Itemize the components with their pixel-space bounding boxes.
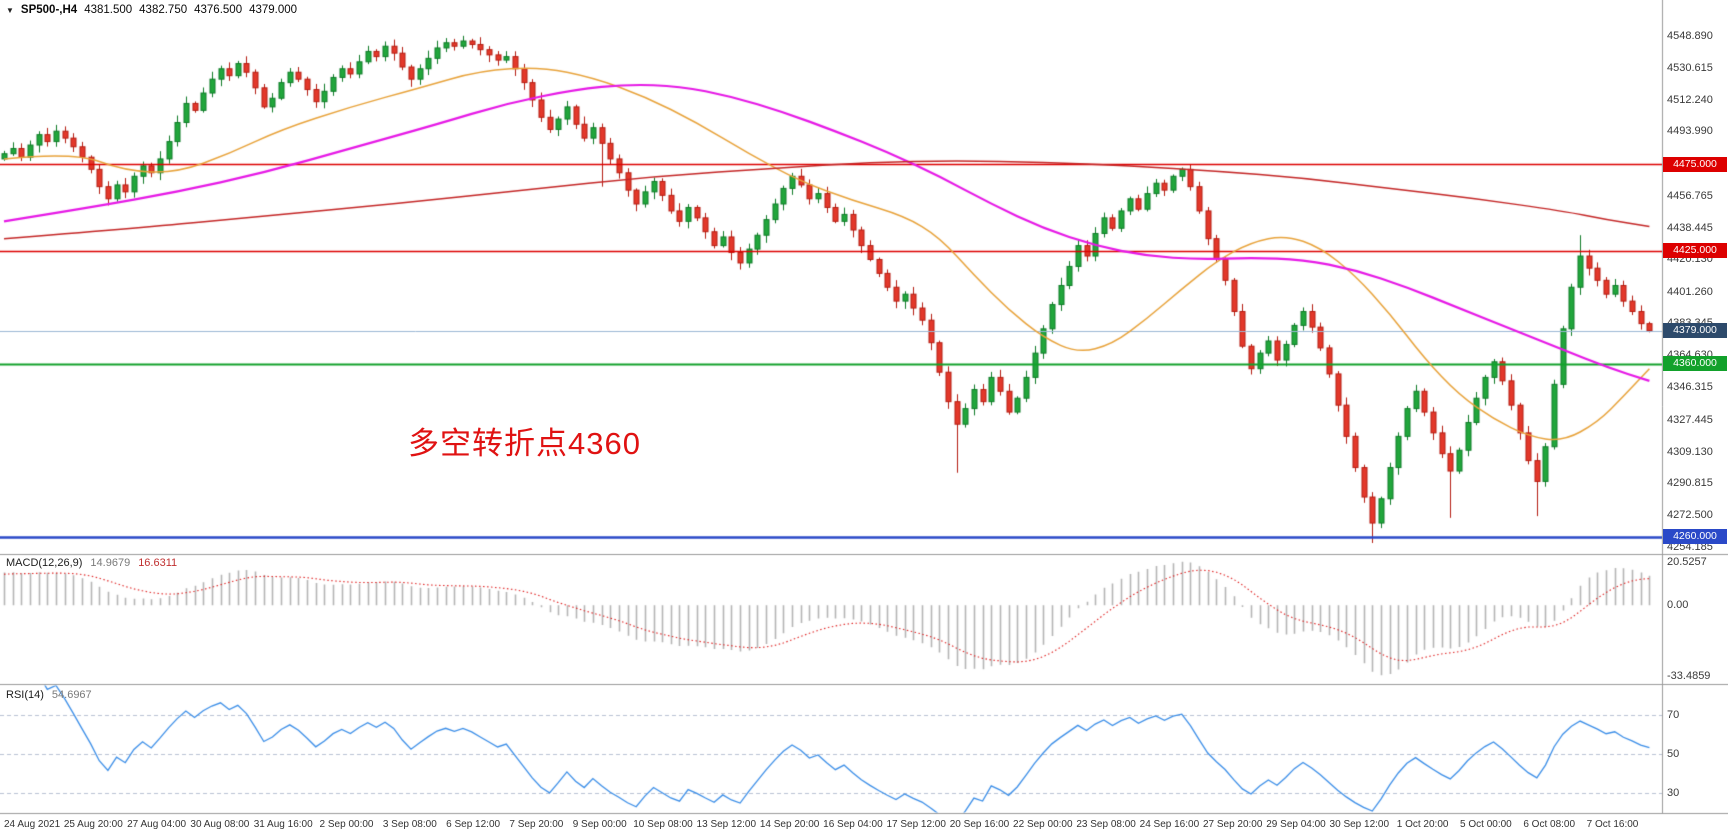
price-tick: 4309.130	[1667, 445, 1713, 458]
price-tick: 4272.500	[1667, 509, 1713, 522]
symbol-period-label: SP500-,H4	[20, 4, 78, 16]
rsi-value: 54.6967	[51, 689, 92, 701]
macd-tick: -33.4859	[1667, 669, 1711, 682]
price-tick: 4438.445	[1667, 221, 1713, 234]
time-label: 27 Sep 20:00	[1202, 819, 1263, 830]
price-tick: 4290.815	[1667, 477, 1713, 490]
macd-main-value: 14.9679	[90, 557, 131, 569]
time-label: 9 Sep 00:00	[572, 819, 627, 830]
macd-tick: 20.5257	[1667, 556, 1707, 569]
time-label: 24 Aug 2021	[4, 819, 61, 830]
time-label: 7 Sep 20:00	[509, 819, 564, 830]
chart-header: ▼ SP500-,H4 4381.500 4382.750 4376.500 4…	[6, 4, 297, 16]
time-label: 22 Sep 00:00	[1013, 819, 1073, 830]
collapse-icon[interactable]: ▼	[6, 5, 14, 15]
time-label: 30 Sep 12:00	[1329, 819, 1390, 830]
macd-tick: 0.00	[1667, 599, 1689, 612]
price-badge-4260: 4260.000	[1663, 529, 1727, 545]
price-badge-4475: 4475.000	[1663, 156, 1727, 172]
price-tick: 4512.240	[1667, 93, 1713, 106]
price-badge-4425: 4425.000	[1663, 243, 1727, 259]
time-label: 16 Sep 04:00	[823, 819, 883, 830]
macd-indicator-label: MACD(12,26,9) 14.9679 16.6311	[6, 557, 177, 569]
macd-name: MACD(12,26,9)	[6, 557, 83, 569]
time-label: 25 Aug 20:00	[63, 819, 123, 830]
time-label: 7 Oct 16:00	[1586, 819, 1639, 830]
rsi-name: RSI(14)	[6, 689, 44, 701]
price-badge-4360: 4360.000	[1663, 356, 1727, 372]
price-tick: 4327.445	[1667, 413, 1713, 426]
time-label: 1 Oct 20:00	[1396, 819, 1449, 830]
price-tick: 4548.890	[1667, 30, 1713, 42]
time-label: 3 Sep 08:00	[382, 819, 437, 830]
ohlc-close: 4379.000	[249, 4, 298, 16]
rsi-tick: 70	[1667, 709, 1680, 721]
time-label: 31 Aug 16:00	[253, 819, 313, 830]
rsi-tick: 30	[1667, 787, 1680, 799]
price-tick: 4530.615	[1667, 61, 1713, 74]
time-label: 6 Oct 08:00	[1523, 819, 1576, 830]
time-label: 24 Sep 16:00	[1139, 819, 1200, 830]
time-label: 17 Sep 12:00	[886, 819, 946, 830]
time-label: 30 Aug 08:00	[190, 819, 250, 830]
ohlc-open: 4381.500	[84, 4, 133, 16]
time-label: 27 Aug 04:00	[127, 819, 187, 830]
ohlc-high: 4382.750	[139, 4, 188, 16]
time-label: 13 Sep 12:00	[696, 819, 757, 830]
rsi-tick: 50	[1667, 748, 1680, 760]
price-annotation: 多空转折点4360	[408, 426, 641, 461]
price-tick: 4401.260	[1667, 285, 1713, 298]
time-label: 10 Sep 08:00	[633, 819, 693, 830]
ohlc-low: 4376.500	[194, 4, 243, 16]
price-tick: 4493.990	[1667, 125, 1713, 138]
time-label: 2 Sep 00:00	[319, 819, 374, 830]
time-label: 5 Oct 00:00	[1460, 819, 1512, 830]
price-badge-4379: 4379.000	[1663, 323, 1727, 339]
macd-signal-value: 16.6311	[138, 557, 178, 569]
price-tick: 4456.765	[1667, 189, 1713, 202]
time-label: 14 Sep 20:00	[759, 819, 820, 830]
time-label: 20 Sep 16:00	[949, 819, 1010, 830]
price-tick: 4346.315	[1667, 381, 1713, 394]
rsi-indicator-label: RSI(14) 54.6967	[6, 689, 92, 701]
time-label: 29 Sep 04:00	[1266, 819, 1326, 830]
time-label: 23 Sep 08:00	[1076, 819, 1136, 830]
time-label: 6 Sep 12:00	[446, 819, 501, 830]
